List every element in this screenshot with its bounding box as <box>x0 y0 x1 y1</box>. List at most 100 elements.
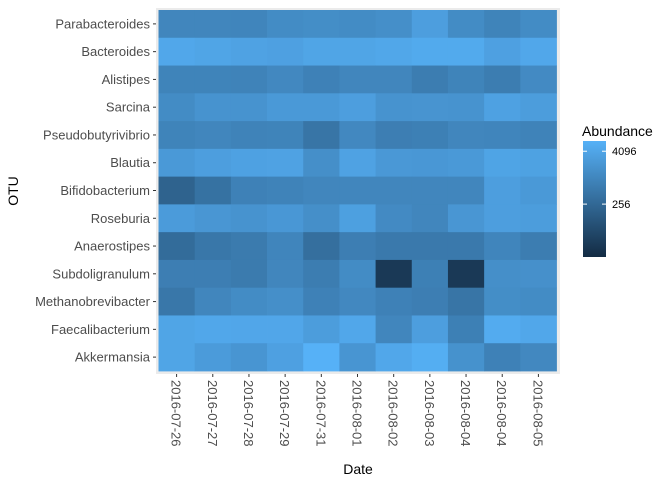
heatmap-cell <box>303 37 340 66</box>
heatmap-cell <box>158 176 196 205</box>
heatmap-cell <box>520 176 557 205</box>
heatmap-cell <box>158 37 196 66</box>
y-tick-label: Blautia <box>110 155 151 170</box>
heatmap-cell <box>194 176 232 205</box>
y-tick-label: Akkermansia <box>75 350 151 365</box>
x-tick-label: 2016-08-04 <box>458 380 473 447</box>
y-tick-label: Bacteroides <box>81 44 150 59</box>
y-axis: Parabacteroides Bacteroides Alistipes Sarci… <box>35 16 156 365</box>
heatmap-cell <box>484 37 521 66</box>
heatmap-cell <box>411 343 449 372</box>
heatmap-cell <box>339 204 376 233</box>
heatmap-cell <box>411 315 449 344</box>
heatmap-cell <box>520 65 557 94</box>
heatmap-cell <box>230 343 268 372</box>
heatmap-cell <box>375 37 413 66</box>
heatmap-cell <box>267 287 304 316</box>
heatmap-cell <box>303 232 340 261</box>
heatmap-cell <box>267 343 304 372</box>
heatmap-cell <box>267 148 304 178</box>
heatmap-cell <box>303 204 340 233</box>
heatmap-cell <box>375 259 413 289</box>
heatmap-cell <box>230 65 268 94</box>
heatmap-cell <box>411 93 449 122</box>
x-axis-title: Date <box>343 461 373 477</box>
heatmap-cell <box>447 343 485 372</box>
heatmap-cell <box>230 148 268 178</box>
heatmap-cell <box>230 287 268 316</box>
heatmap-cell <box>375 10 413 39</box>
heatmap-cell <box>520 37 557 66</box>
x-tick-label: 2016-07-31 <box>313 380 328 447</box>
heatmap-cell <box>447 259 485 289</box>
heatmap-cell <box>230 121 268 150</box>
heatmap-cell <box>520 287 557 316</box>
heatmap-cell <box>447 204 485 233</box>
heatmap-cell <box>158 232 196 261</box>
heatmap-cell <box>339 148 376 178</box>
heatmap-cell <box>194 121 232 150</box>
heatmap-cell <box>520 10 557 39</box>
heatmap-cell <box>158 10 196 39</box>
heatmap-cell <box>339 37 376 66</box>
heatmap-cell <box>194 93 232 122</box>
heatmap-cell <box>484 10 521 39</box>
heatmap-cell <box>194 204 232 233</box>
heatmap-cell <box>484 148 521 178</box>
heatmap-cell <box>411 121 449 150</box>
heatmap-cell <box>230 10 268 39</box>
heatmap-cell <box>267 93 304 122</box>
heatmap-cell <box>484 204 521 233</box>
heatmap-cell <box>303 343 340 372</box>
heatmap-cell <box>339 176 376 205</box>
heatmap-cell <box>194 10 232 39</box>
heatmap-cell <box>158 315 196 344</box>
heatmap-cell <box>447 121 485 150</box>
heatmap-cell <box>158 343 196 372</box>
heatmap-cell <box>375 121 413 150</box>
x-axis: 2016-07-26 2016-07-27 2016-07-28 2016-07-29… <box>169 374 545 447</box>
heatmap-cell <box>194 287 232 316</box>
heatmap-cell <box>520 232 557 261</box>
heatmap-cell <box>230 259 268 289</box>
heatmap-cell <box>339 287 376 316</box>
heatmap-cell <box>339 343 376 372</box>
heatmap-cell <box>267 232 304 261</box>
x-tick-label: 2016-08-05 <box>530 380 545 447</box>
heatmap-cell <box>267 204 304 233</box>
heatmap-cell <box>230 315 268 344</box>
heatmap-cell <box>158 204 196 233</box>
legend: Abundance 256 4096 <box>582 123 653 257</box>
heatmap-cell <box>411 232 449 261</box>
heatmap-cell <box>520 121 557 150</box>
legend-tick-label: 4096 <box>612 146 636 158</box>
legend-title: Abundance <box>582 123 653 139</box>
y-tick-label: Roseburia <box>91 211 151 226</box>
x-tick-label: 2016-08-04 <box>494 380 509 447</box>
heatmap-cell <box>447 37 485 66</box>
heatmap-cell <box>303 10 340 39</box>
heatmap-cell <box>194 259 232 289</box>
heatmap-cell <box>230 37 268 66</box>
heatmap-cell <box>194 315 232 344</box>
heatmap-cell <box>520 343 557 372</box>
y-tick-label: Alistipes <box>102 72 151 87</box>
heatmap-cell <box>447 315 485 344</box>
heatmap-cell <box>411 259 449 289</box>
heatmap-cell <box>194 343 232 372</box>
heatmap-cell <box>447 93 485 122</box>
heatmap-cell <box>484 259 521 289</box>
x-tick-label: 2016-07-27 <box>205 380 220 447</box>
heatmap-cell <box>484 65 521 94</box>
heatmap-cell <box>375 65 413 94</box>
heatmap-cell <box>194 148 232 178</box>
heatmap-cell <box>484 315 521 344</box>
y-tick-label: Methanobrevibacter <box>35 294 151 309</box>
x-tick-label: 2016-07-28 <box>241 380 256 447</box>
heatmap-cell <box>375 232 413 261</box>
heatmap-cell <box>303 93 340 122</box>
heatmap-cell <box>303 176 340 205</box>
legend-ticks: 256 4096 <box>583 146 636 211</box>
y-axis-title: OTU <box>5 176 21 206</box>
heatmap-cell <box>520 148 557 178</box>
